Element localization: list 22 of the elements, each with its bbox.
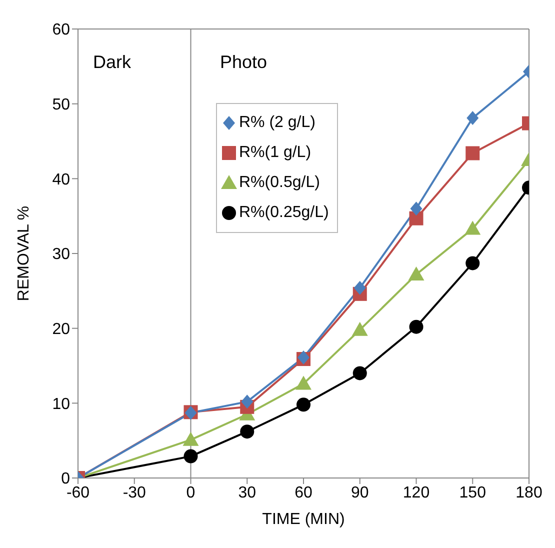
y-axis-title: REMOVAL %	[16, 206, 33, 302]
legend-label: R% (2 g/L)	[239, 113, 316, 133]
y-tick-label: 50	[52, 96, 70, 114]
y-tick-label: 40	[52, 171, 70, 188]
legend-label: R%(1 g/L)	[239, 143, 312, 163]
x-tick-label: 0	[186, 484, 196, 502]
legend-label: R%(0.25g/L)	[239, 203, 329, 223]
annotation: Dark	[93, 52, 132, 73]
x-tick-label: 150	[459, 484, 486, 502]
y-tick-label: 10	[52, 396, 70, 413]
x-tick-label: 180	[516, 484, 542, 502]
y-tick-label: 30	[52, 246, 70, 264]
x-tick-label: 90	[350, 484, 369, 502]
y-tick-label: 20	[52, 321, 70, 338]
annotation: Photo	[220, 52, 268, 73]
x-tick-label: 120	[402, 484, 430, 502]
x-tick-label: -30	[122, 484, 146, 502]
x-axis-title: TIME (MIN)	[262, 511, 345, 528]
x-tick-label: 60	[294, 484, 312, 502]
y-tick-label: 60	[52, 22, 70, 39]
legend-label: R%(0.5g/L)	[239, 173, 320, 193]
x-tick-label: 30	[238, 484, 256, 502]
